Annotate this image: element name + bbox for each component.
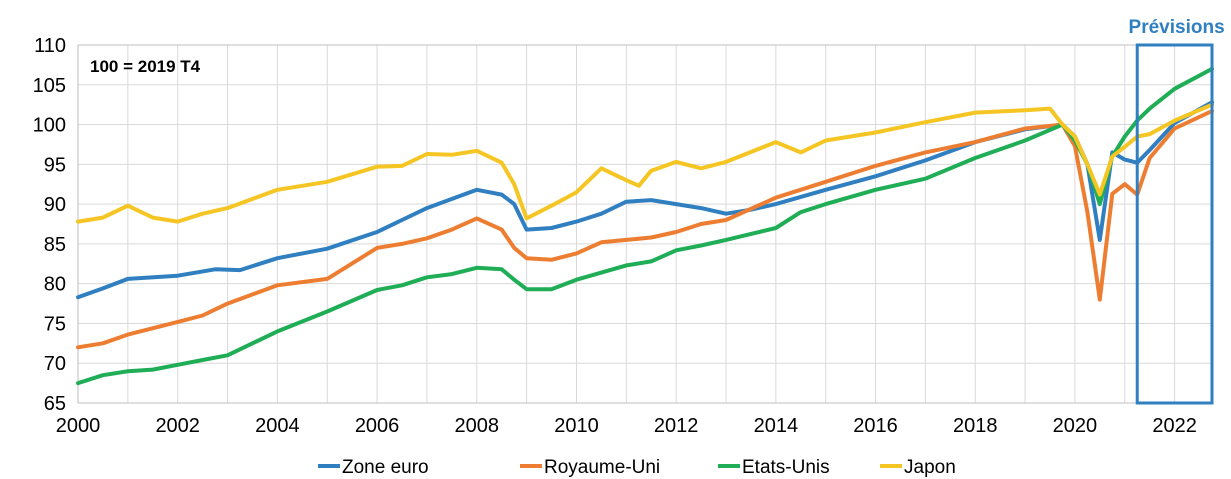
plot-frame — [77, 44, 1213, 404]
y-tick-label: 85 — [44, 234, 66, 256]
y-axis-ticks: 65 70 75 80 85 90 95 100 105 110 — [33, 35, 66, 415]
x-tick-label: 2020 — [1053, 415, 1098, 437]
y-tick-label: 65 — [44, 393, 66, 415]
x-tick-label: 2012 — [654, 415, 699, 437]
forecast-box — [1135, 43, 1214, 405]
y-tick-label: 110 — [34, 35, 66, 57]
grid — [77, 44, 1213, 404]
x-tick-label: 2000 — [56, 415, 101, 437]
y-tick-label: 80 — [44, 274, 66, 296]
forecast-label: Prévisions — [1129, 17, 1225, 38]
x-tick-label: 2006 — [355, 415, 400, 437]
series-line-royaume-uni — [76, 109, 1214, 350]
x-axis-ticks: 2000 2002 2004 2006 2008 2010 2012 2014 2016 2018… — [56, 415, 1197, 437]
x-tick-label: 2002 — [155, 415, 200, 437]
series-line-zone-euro — [76, 100, 1214, 300]
series-group — [76, 66, 1214, 386]
chart-note: 100 = 2019 T4 — [90, 57, 201, 76]
x-tick-label: 2010 — [554, 415, 599, 437]
legend-label: Royaume-Uni — [544, 457, 660, 478]
x-tick-label: 2004 — [255, 415, 300, 437]
x-tick-label: 2018 — [953, 415, 998, 437]
legend-item: Royaume-Uni — [520, 457, 660, 478]
forecast-group: Prévisions — [1129, 17, 1225, 405]
x-tick-label: 2014 — [754, 415, 799, 437]
y-tick-label: 100 — [33, 115, 66, 137]
legend-item: Japon — [880, 457, 956, 478]
x-tick-label: 2008 — [455, 415, 500, 437]
legend-label: Etats-Unis — [742, 457, 830, 478]
x-tick-label: 2016 — [853, 415, 898, 437]
y-tick-label: 90 — [44, 194, 66, 216]
y-tick-label: 95 — [44, 154, 66, 176]
legend-label: Zone euro — [342, 457, 429, 478]
legend: Zone euro Royaume-Uni Etats-Unis Japon — [318, 457, 956, 478]
x-tick-label: 2022 — [1152, 415, 1197, 437]
y-tick-label: 105 — [33, 75, 66, 97]
legend-item: Etats-Unis — [718, 457, 830, 478]
y-tick-label: 70 — [44, 353, 66, 375]
legend-item: Zone euro — [318, 457, 429, 478]
series-line-japon — [76, 102, 1214, 224]
series-line-etats-unis — [76, 66, 1214, 386]
y-tick-label: 75 — [44, 313, 66, 335]
legend-label: Japon — [904, 457, 956, 478]
